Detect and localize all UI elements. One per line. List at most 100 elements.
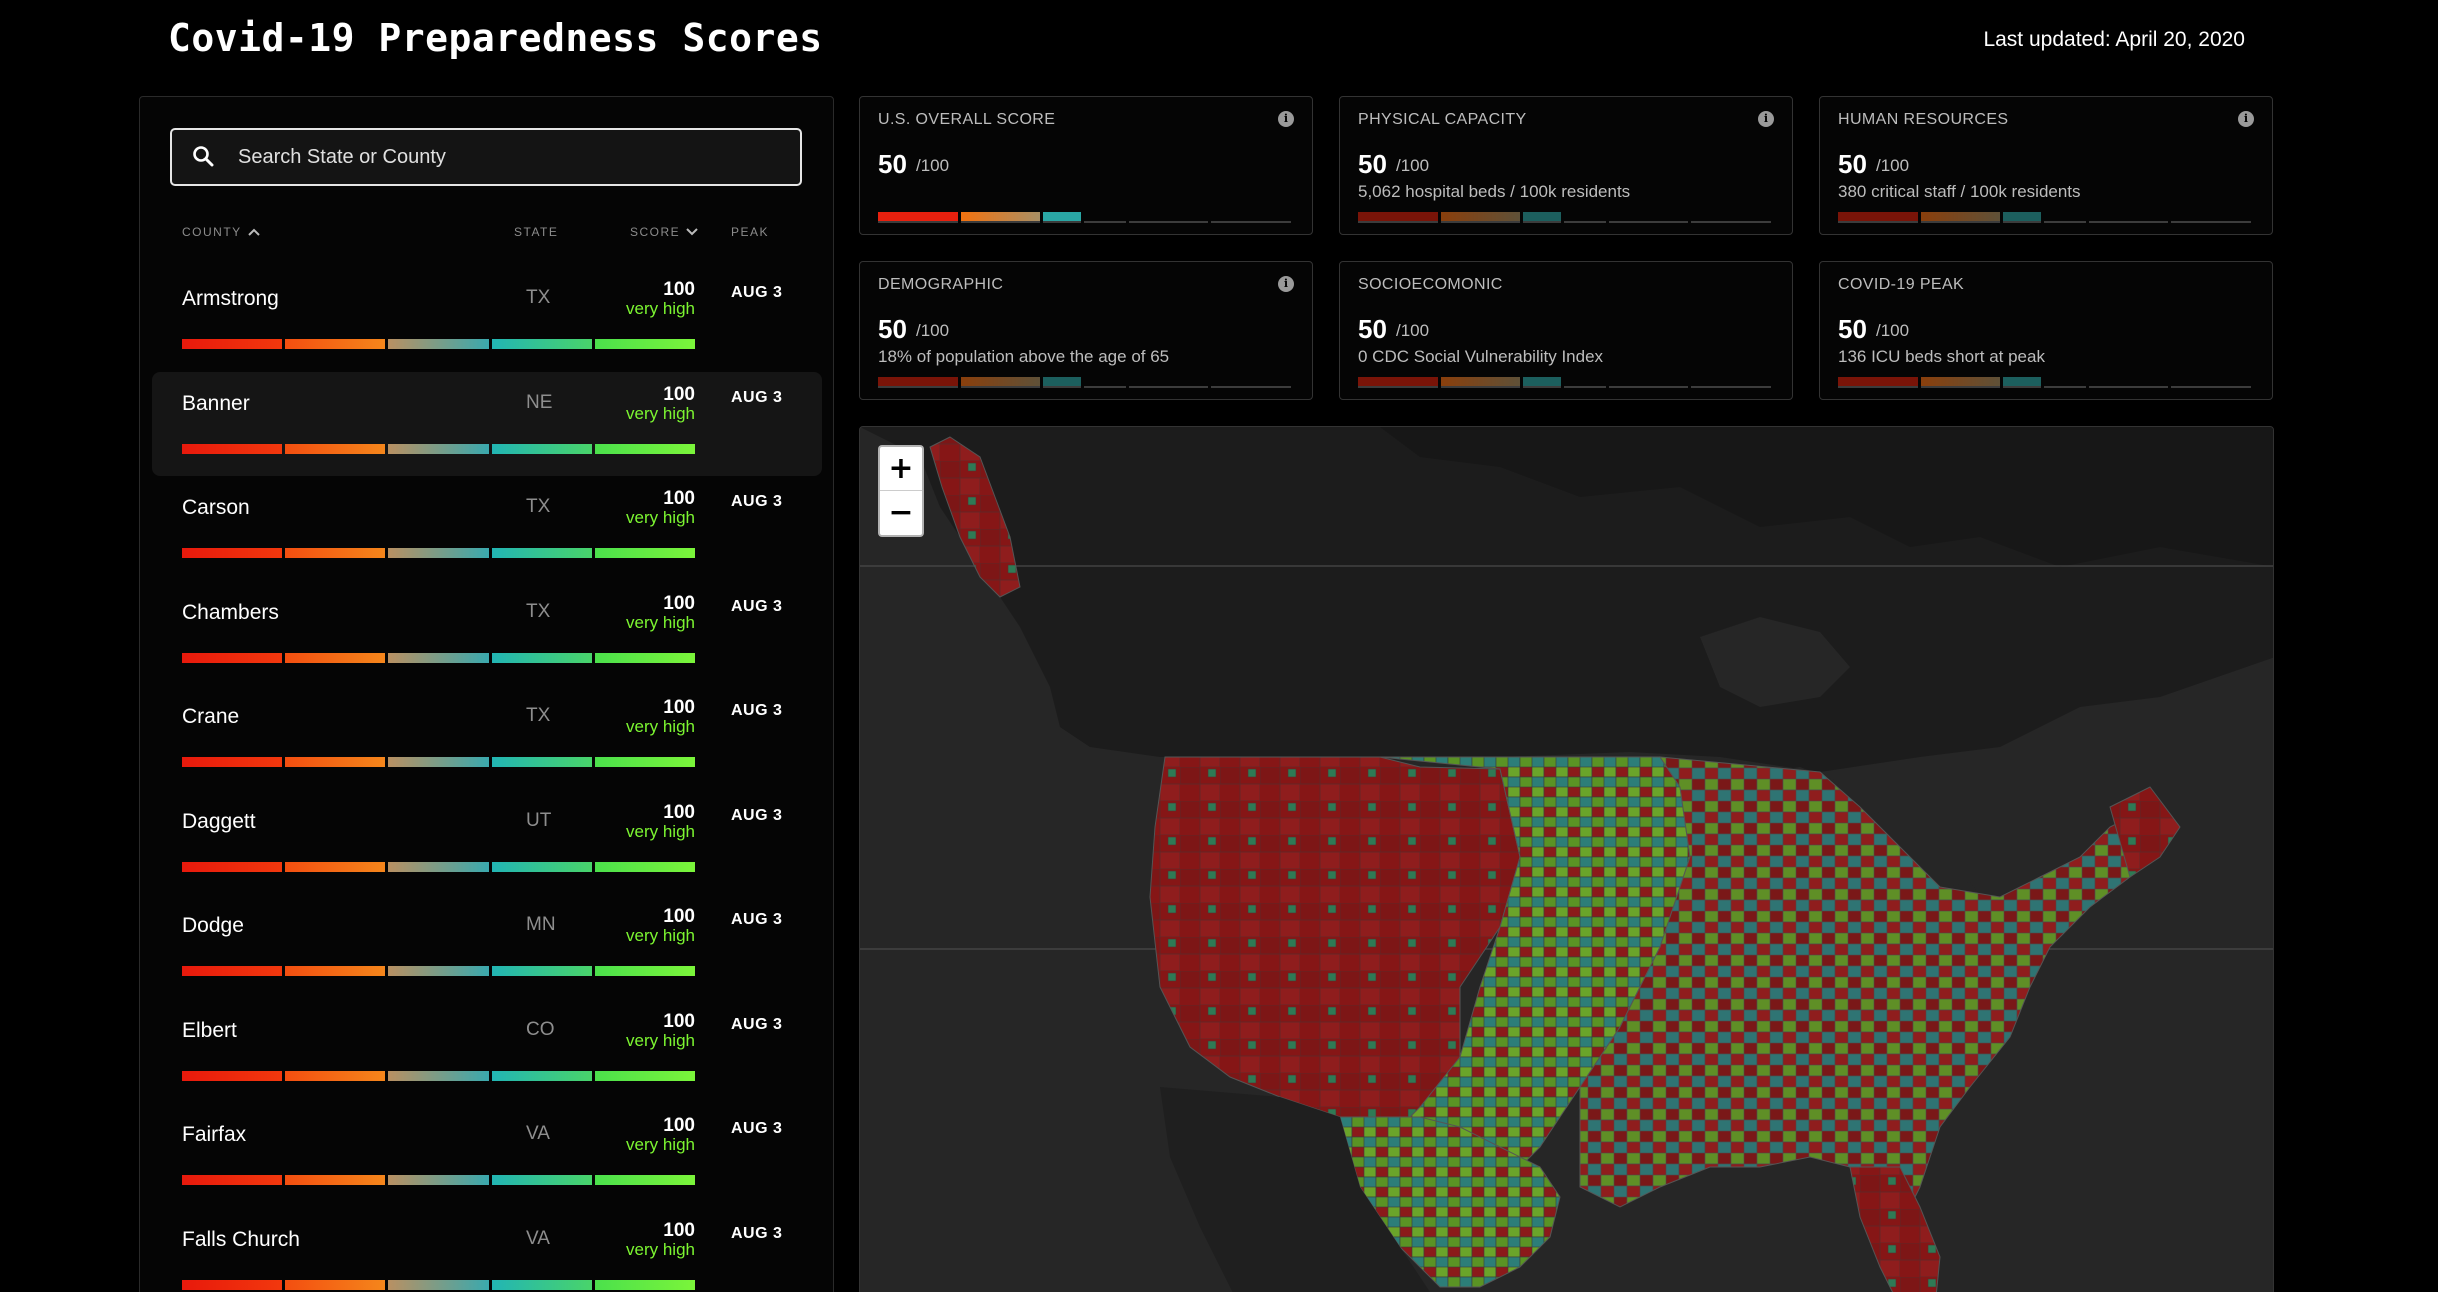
info-icon[interactable]: i xyxy=(1278,111,1294,127)
card-denominator: /100 xyxy=(1876,156,1910,175)
row-score: 100 xyxy=(663,801,695,823)
score-header-label: SCORE xyxy=(630,225,681,239)
card-label: U.S. OVERALL SCORE xyxy=(878,111,1056,128)
page-title: Covid-19 Preparedness Scores xyxy=(168,16,823,60)
row-score: 100 xyxy=(663,383,695,405)
card-score-bar xyxy=(878,377,1291,388)
score-bar xyxy=(182,548,696,558)
sort-state-header[interactable]: STATE xyxy=(514,225,558,239)
score-bar xyxy=(182,1279,696,1290)
card-denominator: /100 xyxy=(1396,156,1430,175)
row-level: very high xyxy=(626,1239,695,1259)
row-peak: AUG 3 xyxy=(731,806,783,824)
row-state: TX xyxy=(526,705,551,726)
basemap xyxy=(860,427,2273,1292)
score-bar xyxy=(182,861,696,872)
table-row[interactable]: Elbert CO 100 very high AUG 3 xyxy=(152,999,822,1104)
row-county: Daggett xyxy=(182,809,256,833)
row-peak: AUG 3 xyxy=(731,493,783,510)
row-county: Elbert xyxy=(182,1018,237,1042)
card-description: 136 ICU beds short at peak xyxy=(1838,347,2045,366)
caret-down-icon xyxy=(686,228,698,236)
row-county: Chambers xyxy=(182,600,279,624)
row-level: very high xyxy=(626,1030,695,1050)
sort-county-header[interactable]: COUNTY xyxy=(182,225,260,239)
card-denominator: /100 xyxy=(916,321,950,340)
row-peak: AUG 3 xyxy=(731,1120,783,1137)
card-denominator: /100 xyxy=(1396,321,1430,340)
score-bar xyxy=(182,1175,696,1185)
row-state: TX xyxy=(526,496,551,517)
row-level: very high xyxy=(626,403,695,423)
row-county: Falls Church xyxy=(182,1227,300,1251)
row-level: very high xyxy=(626,299,695,318)
peak-header-label: PEAK xyxy=(731,225,770,239)
row-score: 100 xyxy=(663,1115,695,1136)
card-score-bar xyxy=(878,212,1291,223)
row-county: Banner xyxy=(182,391,250,415)
row-score: 100 xyxy=(663,1010,695,1032)
card-physical-capacity: PHYSICAL CAPACITY i 50 /100 5,062 hospit… xyxy=(1339,96,1793,235)
row-peak: AUG 3 xyxy=(731,284,783,301)
table-row[interactable]: Armstrong TX 100 very high AUG 3 xyxy=(152,267,822,372)
table-row[interactable]: Fairfax VA 100 very high AUG 3 xyxy=(152,1103,822,1208)
row-score: 100 xyxy=(663,906,695,927)
score-bar xyxy=(182,443,696,454)
card-score: 50 xyxy=(1838,314,1867,344)
card-denominator: /100 xyxy=(916,156,950,175)
last-updated: Last updated: April 20, 2020 xyxy=(1983,28,2245,51)
row-state: UT xyxy=(526,809,552,831)
card-score-bar xyxy=(1838,377,2251,388)
search-input[interactable] xyxy=(238,145,758,169)
table-row[interactable]: Banner NE 100 very high AUG 3 xyxy=(152,371,822,476)
county-sidebar: COUNTY STATE SCORE PEAK Armstrong TX 100… xyxy=(139,96,834,1292)
row-county: Armstrong xyxy=(182,287,279,310)
row-county: Fairfax xyxy=(182,1123,247,1146)
sort-score-header[interactable]: SCORE xyxy=(630,225,698,239)
card-description: 0 CDC Social Vulnerability Index xyxy=(1358,347,1604,366)
card-score: 50 xyxy=(1358,314,1387,344)
table-row[interactable]: Carson TX 100 very high AUG 3 xyxy=(152,476,822,581)
card-label: DEMOGRAPHIC xyxy=(878,276,1004,293)
card-denominator: /100 xyxy=(1876,321,1910,340)
card-description: 18% of population above the age of 65 xyxy=(878,347,1170,366)
row-county: Carson xyxy=(182,496,250,519)
card-score: 50 xyxy=(878,314,907,344)
score-bar xyxy=(182,966,696,976)
row-state: TX xyxy=(526,600,551,622)
row-score: 100 xyxy=(663,1219,695,1241)
info-icon[interactable]: i xyxy=(1758,111,1774,127)
zoom-out-button[interactable]: − xyxy=(888,495,914,530)
table-row[interactable]: Falls Church VA 100 very high AUG 3 xyxy=(152,1208,822,1292)
table-row[interactable]: Dodge MN 100 very high AUG 3 xyxy=(152,894,822,999)
info-icon[interactable]: i xyxy=(1278,276,1294,292)
row-score: 100 xyxy=(663,697,695,718)
table-row[interactable]: Chambers TX 100 very high AUG 3 xyxy=(152,581,822,686)
row-state: NE xyxy=(526,391,553,413)
row-state: CO xyxy=(526,1018,555,1040)
zoom-in-button[interactable]: + xyxy=(880,447,922,491)
row-peak: AUG 3 xyxy=(731,1015,783,1033)
card-label: SOCIOECOMONIC xyxy=(1358,276,1503,293)
card-covid-peak: COVID-19 PEAK 50 /100 136 ICU beds short… xyxy=(1819,261,2273,400)
row-peak: AUG 3 xyxy=(731,1224,783,1242)
card-description: 5,062 hospital beds / 100k residents xyxy=(1358,182,1631,201)
card-score: 50 xyxy=(878,149,907,179)
info-icon[interactable]: i xyxy=(2238,111,2254,127)
row-level: very high xyxy=(626,926,695,945)
score-bar xyxy=(182,1070,696,1081)
county-map[interactable]: + − xyxy=(859,426,2274,1292)
zoom-controls: + − xyxy=(878,445,924,537)
card-label: HUMAN RESOURCES xyxy=(1838,111,2009,128)
table-row[interactable]: Daggett UT 100 very high AUG 3 xyxy=(152,790,822,895)
card-score-bar xyxy=(1358,377,1771,388)
row-county: Dodge xyxy=(182,914,244,937)
sort-peak-header[interactable]: PEAK xyxy=(731,225,769,239)
card-label: PHYSICAL CAPACITY xyxy=(1358,111,1527,128)
search-box[interactable] xyxy=(170,128,802,186)
card-socioeconomic: SOCIOECOMONIC 50 /100 0 CDC Social Vulne… xyxy=(1339,261,1793,400)
table-row[interactable]: Crane TX 100 very high AUG 3 xyxy=(152,685,822,790)
county-header-label: COUNTY xyxy=(182,225,242,239)
row-peak: AUG 3 xyxy=(731,911,783,928)
row-state: TX xyxy=(526,287,551,308)
